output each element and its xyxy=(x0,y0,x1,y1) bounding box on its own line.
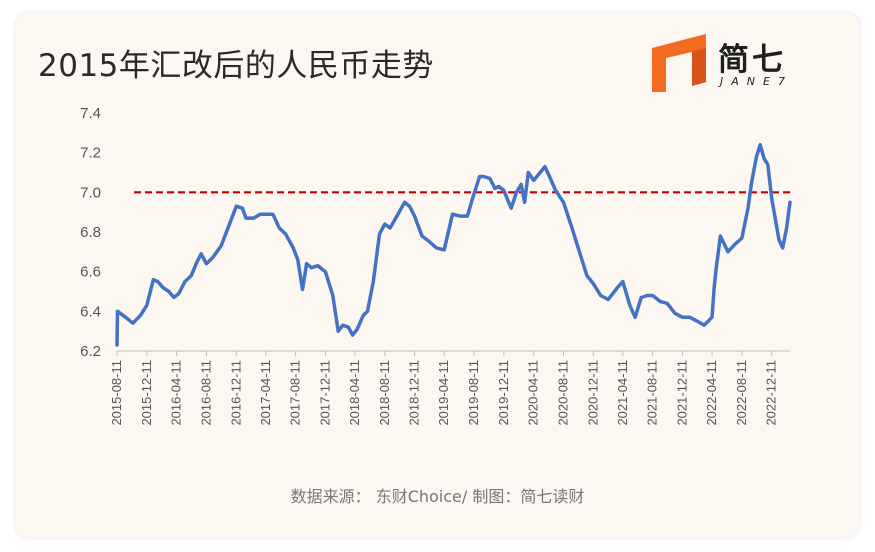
x-tick-label: 2022-08-11 xyxy=(734,360,749,426)
page-title: 2015年汇改后的人民币走势 xyxy=(38,48,434,84)
x-tick-label: 2016-12-11 xyxy=(228,360,243,426)
logo-mark-icon xyxy=(652,34,706,92)
y-tick-label: 7.0 xyxy=(80,184,101,201)
y-tick-label: 6.6 xyxy=(80,264,101,281)
x-tick-label: 2018-04-11 xyxy=(347,360,362,426)
x-tick-label: 2016-04-11 xyxy=(169,360,184,426)
x-tick-label: 2020-04-11 xyxy=(526,360,541,426)
y-tick-label: 6.2 xyxy=(80,343,101,360)
x-tick-label: 2019-04-11 xyxy=(436,360,451,426)
x-tick-label: 2017-08-11 xyxy=(288,360,303,426)
x-tick-label: 2016-08-11 xyxy=(198,360,213,426)
y-tick-label: 7.2 xyxy=(80,145,101,162)
x-tick-label: 2022-04-11 xyxy=(704,360,719,426)
x-tick-label: 2020-12-11 xyxy=(585,360,600,426)
x-tick-label: 2021-12-11 xyxy=(674,360,689,426)
logo-subtext: JANE7 xyxy=(720,75,793,88)
x-tick-label: 2015-12-11 xyxy=(139,360,154,426)
x-axis: 2015-08-11 2015-12-11 2016-04-11 2016-08-11… xyxy=(109,350,790,426)
y-axis: 6.2 6.4 6.6 6.8 7.0 7.2 7.4 xyxy=(80,105,101,360)
x-tick-label: 2018-12-11 xyxy=(407,360,422,426)
x-tick-label: 2018-08-11 xyxy=(377,360,392,426)
logo-text: 简七 xyxy=(718,42,786,78)
x-tick-label: 2020-08-11 xyxy=(555,360,570,426)
x-tick-label: 2017-12-11 xyxy=(317,360,332,426)
x-tick-label: 2021-04-11 xyxy=(615,360,630,426)
chart-card xyxy=(16,13,859,537)
brand-logo: 简七 JANE7 xyxy=(648,34,838,94)
x-tick-label: 2017-04-11 xyxy=(258,360,273,426)
x-tick-label: 2019-08-11 xyxy=(466,360,481,426)
y-tick-label: 6.4 xyxy=(80,303,101,320)
x-tick-label: 2019-12-11 xyxy=(496,360,511,426)
x-tick-label: 2015-08-11 xyxy=(109,360,124,426)
series-line-usdcny xyxy=(115,142,792,347)
x-tick-label: 2021-08-11 xyxy=(645,360,660,426)
y-tick-label: 6.8 xyxy=(80,224,101,241)
x-tick-label: 2022-12-11 xyxy=(764,360,779,426)
source-note: 数据来源： 东财Choice/ 制图：简七读财 xyxy=(290,487,585,506)
y-tick-label: 7.4 xyxy=(80,105,101,122)
